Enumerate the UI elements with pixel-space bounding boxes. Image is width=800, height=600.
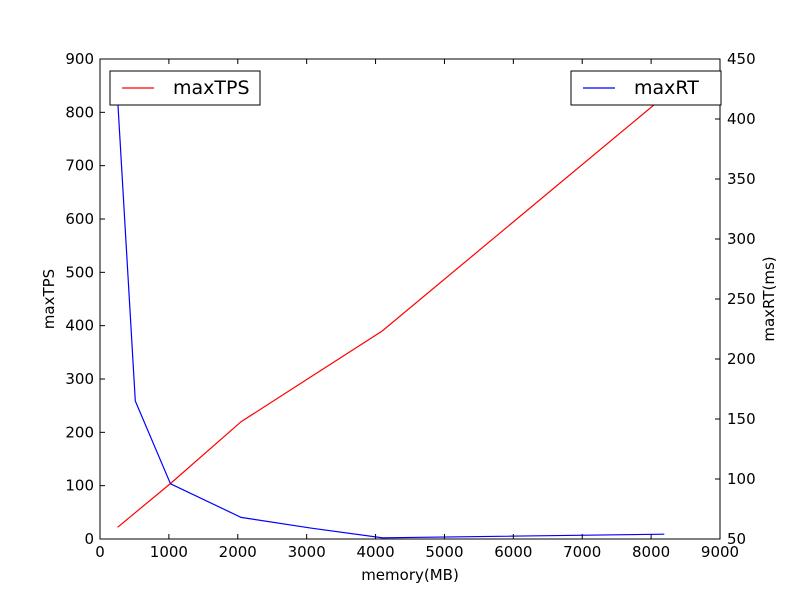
- legends: maxTPS maxRT: [109, 70, 722, 106]
- y-left-tick-label: 300: [65, 370, 94, 388]
- x-tick-label: 5000: [425, 543, 463, 561]
- x-tick-label: 7000: [563, 543, 601, 561]
- y-right-tick-label: 400: [727, 110, 756, 128]
- y-right-tick-label: 150: [727, 410, 756, 428]
- legend-label: maxTPS: [173, 77, 250, 99]
- y-left-tick-label: 800: [65, 103, 94, 121]
- x-tick-label: 0: [95, 543, 105, 561]
- y-left-tick-label: 700: [65, 157, 94, 175]
- y-left-tick-label: 600: [65, 210, 94, 228]
- x-tick-label: 2000: [219, 543, 257, 561]
- y-right-tick-label: 250: [727, 290, 756, 308]
- x-tick-label: 6000: [494, 543, 532, 561]
- x-tick-label: 3000: [288, 543, 326, 561]
- y-left-tick-label: 900: [65, 50, 94, 68]
- y-right-tick-label: 200: [727, 350, 756, 368]
- legend-maxRT: maxRT: [570, 70, 722, 106]
- y-right-tick-label: 100: [727, 470, 756, 488]
- y-right-tick-label: 300: [727, 230, 756, 248]
- y-axis-left-label: maxTPS: [40, 269, 58, 329]
- y-left-tick-label: 200: [65, 423, 94, 441]
- y-right-tick-label: 350: [727, 170, 756, 188]
- y-left-tick-label: 400: [65, 317, 94, 335]
- x-tick-label: 8000: [632, 543, 670, 561]
- y-left-tick-label: 100: [65, 477, 94, 495]
- plot-area: [100, 59, 720, 539]
- x-tick-label: 4000: [356, 543, 394, 561]
- x-tick-label: 9000: [701, 543, 739, 561]
- y-right-tick-label: 450: [727, 50, 756, 68]
- y-left-tick-label: 500: [65, 263, 94, 281]
- legend-maxTPS: maxTPS: [109, 70, 261, 106]
- y-left-tick-label: 0: [84, 530, 94, 548]
- x-tick-label: 1000: [150, 543, 188, 561]
- y-axis-right-label: maxRT(ms): [760, 256, 778, 341]
- y-right-tick-label: 50: [727, 530, 746, 548]
- x-axis-label: memory(MB): [361, 566, 459, 584]
- axis-ticks: 0 1000 2000 3000 4000 5000 6000 7000 8000 9000 0 10…: [65, 50, 755, 561]
- legend-label: maxRT: [634, 77, 699, 99]
